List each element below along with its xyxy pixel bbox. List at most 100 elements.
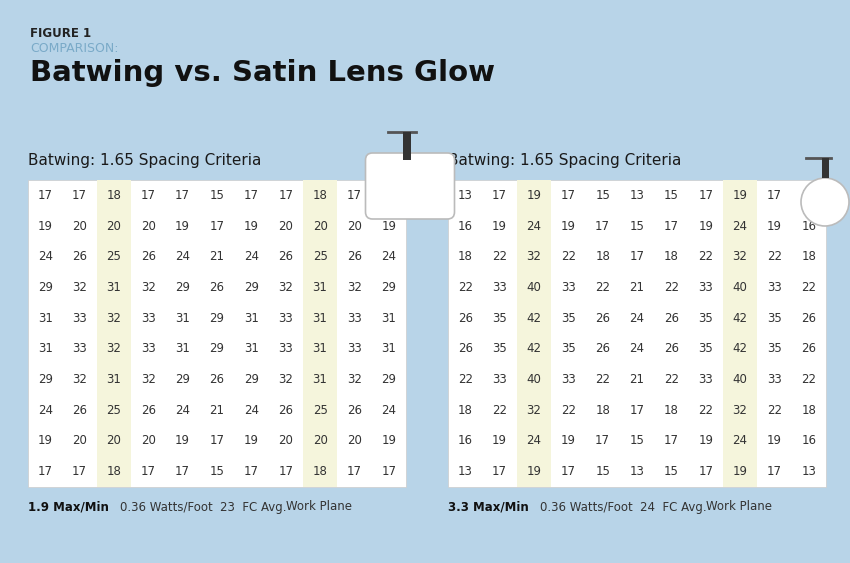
Text: 26: 26: [457, 312, 473, 325]
Text: 35: 35: [492, 342, 507, 355]
Text: 26: 26: [664, 312, 679, 325]
Text: 33: 33: [141, 342, 156, 355]
Text: 15: 15: [210, 465, 224, 478]
Text: 19: 19: [733, 465, 748, 478]
Text: 17: 17: [664, 220, 679, 233]
Text: 42: 42: [733, 312, 748, 325]
Text: 19: 19: [526, 465, 541, 478]
Text: 29: 29: [382, 373, 396, 386]
Text: 20: 20: [72, 435, 87, 448]
Text: 22: 22: [457, 281, 473, 294]
Text: 33: 33: [72, 342, 87, 355]
FancyBboxPatch shape: [28, 180, 406, 487]
Text: 33: 33: [767, 373, 782, 386]
Text: 31: 31: [313, 373, 327, 386]
Text: 18: 18: [595, 404, 610, 417]
Text: 20: 20: [72, 220, 87, 233]
Text: 17: 17: [561, 465, 575, 478]
Text: 33: 33: [561, 373, 575, 386]
Text: 33: 33: [347, 312, 362, 325]
Text: 19: 19: [767, 220, 782, 233]
Text: 20: 20: [141, 220, 156, 233]
Text: 17: 17: [72, 465, 87, 478]
Text: 24: 24: [526, 435, 541, 448]
Text: 15: 15: [595, 465, 610, 478]
Text: 26: 26: [347, 250, 362, 263]
Text: 17: 17: [561, 189, 575, 202]
Text: 13: 13: [458, 465, 473, 478]
Text: 31: 31: [382, 312, 396, 325]
Text: 32: 32: [278, 373, 293, 386]
FancyBboxPatch shape: [97, 180, 131, 487]
Text: 20: 20: [347, 220, 362, 233]
Text: 35: 35: [767, 342, 782, 355]
Text: 24  FC Avg.: 24 FC Avg.: [640, 501, 706, 513]
Text: 33: 33: [699, 373, 713, 386]
Text: 19: 19: [526, 189, 541, 202]
Text: 22: 22: [561, 404, 575, 417]
Text: 18: 18: [664, 404, 679, 417]
Text: 15: 15: [595, 189, 610, 202]
Text: 17: 17: [492, 465, 507, 478]
Text: 31: 31: [175, 312, 190, 325]
Text: 32: 32: [347, 281, 362, 294]
Text: 17: 17: [278, 189, 293, 202]
Text: 42: 42: [526, 312, 541, 325]
Text: 17: 17: [209, 220, 224, 233]
Text: 22: 22: [595, 373, 610, 386]
Text: 15: 15: [664, 189, 679, 202]
Text: 17: 17: [347, 465, 362, 478]
Text: 13: 13: [630, 465, 644, 478]
Text: 24: 24: [175, 250, 190, 263]
Text: 22: 22: [595, 281, 610, 294]
Text: 26: 26: [347, 404, 362, 417]
Text: 0.36 Watts/Foot: 0.36 Watts/Foot: [540, 501, 632, 513]
Text: 15: 15: [210, 189, 224, 202]
Text: 17: 17: [37, 189, 53, 202]
Text: 17: 17: [630, 404, 644, 417]
Text: 17: 17: [664, 435, 679, 448]
Text: 17: 17: [72, 189, 87, 202]
Text: 18: 18: [313, 465, 327, 478]
Text: 19: 19: [561, 220, 575, 233]
Text: 17: 17: [492, 189, 507, 202]
Text: 24: 24: [733, 220, 748, 233]
Text: 22: 22: [457, 373, 473, 386]
Text: 24: 24: [37, 404, 53, 417]
Text: 17: 17: [595, 435, 610, 448]
Text: 18: 18: [595, 250, 610, 263]
Text: 19: 19: [698, 220, 713, 233]
Text: 26: 26: [664, 342, 679, 355]
Text: 22: 22: [767, 404, 782, 417]
Text: 22: 22: [492, 404, 507, 417]
Circle shape: [801, 178, 849, 226]
Text: 17: 17: [141, 465, 156, 478]
Text: 20: 20: [313, 220, 327, 233]
Text: Batwing: 1.65 Spacing Criteria: Batwing: 1.65 Spacing Criteria: [28, 153, 262, 168]
Text: 24: 24: [630, 312, 644, 325]
Text: Work Plane: Work Plane: [706, 501, 772, 513]
FancyBboxPatch shape: [822, 158, 829, 178]
FancyBboxPatch shape: [403, 132, 411, 160]
Text: 32: 32: [347, 373, 362, 386]
Text: 33: 33: [561, 281, 575, 294]
Text: 25: 25: [106, 404, 122, 417]
Text: 40: 40: [733, 281, 747, 294]
Text: 35: 35: [767, 312, 782, 325]
Text: Batwing vs. Satin Lens Glow: Batwing vs. Satin Lens Glow: [30, 59, 495, 87]
Text: 13: 13: [458, 189, 473, 202]
Text: 24: 24: [244, 250, 259, 263]
Text: 33: 33: [767, 281, 782, 294]
Text: 33: 33: [278, 312, 293, 325]
Text: 32: 32: [72, 373, 87, 386]
Text: 31: 31: [37, 342, 53, 355]
Text: 35: 35: [561, 312, 575, 325]
FancyBboxPatch shape: [517, 180, 551, 487]
Text: 19: 19: [382, 435, 396, 448]
Text: 24: 24: [630, 342, 644, 355]
Text: 26: 26: [141, 250, 156, 263]
Text: 32: 32: [106, 312, 122, 325]
Text: 42: 42: [526, 342, 541, 355]
Text: 32: 32: [733, 404, 747, 417]
Text: 31: 31: [244, 342, 258, 355]
